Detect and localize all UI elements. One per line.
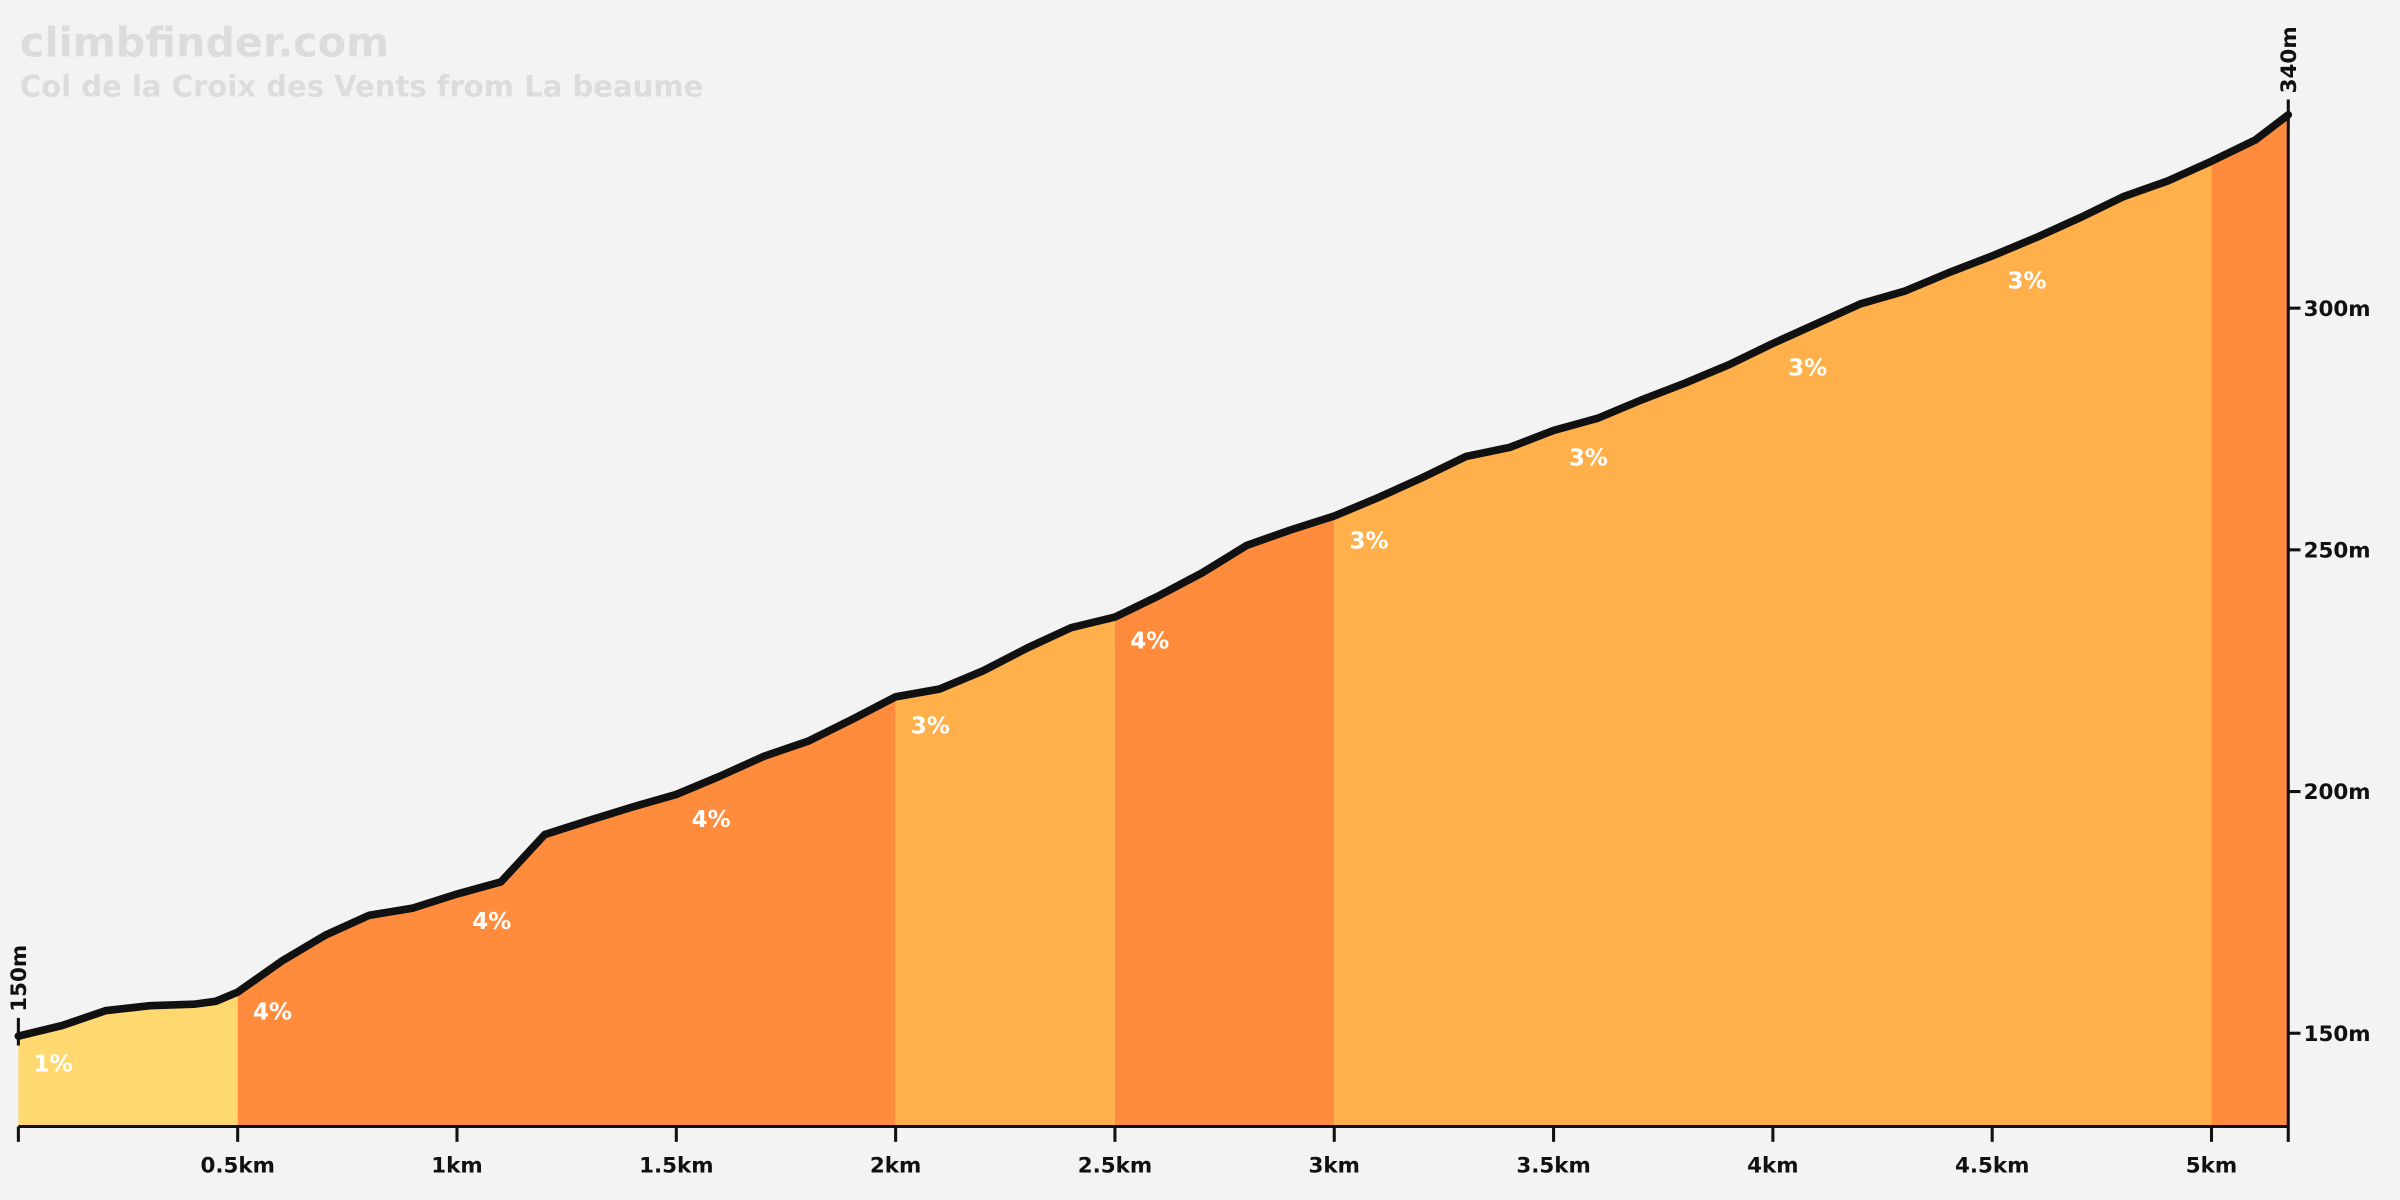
x-tick-label: 4km [1747,1153,1798,1178]
elevation-line [14,110,2293,1040]
start-label: 150m [7,945,32,1012]
gradient-segment [2211,114,2289,1127]
x-tick-label: 3.5km [1516,1153,1590,1178]
climb-subtitle: Col de la Croix des Vents from La beaume [20,69,703,103]
gradient-segment [895,617,1115,1127]
grade-label: 3% [1569,445,1608,471]
end-label: 340m [2277,26,2302,93]
grade-label: 4% [253,1000,292,1026]
x-tick-label: 2.5km [1078,1153,1152,1178]
x-tick-label: 3km [1309,1153,1360,1178]
gradient-segment [1114,516,1335,1127]
y-tick-label: 200m [2304,780,2371,805]
site-title: climbfinder.com [20,19,389,67]
x-tick-label: 1.5km [639,1153,713,1178]
grade-label: 4% [472,909,511,935]
grade-label: 3% [2007,268,2046,294]
grade-label: 3% [1350,528,1389,554]
grade-label: 3% [911,713,950,739]
y-tick-label: 250m [2304,538,2371,563]
grade-label: 4% [692,807,731,833]
grade-label: 3% [1788,355,1827,381]
x-tick-label: 0.5km [200,1153,274,1178]
x-tick-label: 5km [2186,1153,2237,1178]
x-tick-label: 2km [870,1153,921,1178]
y-tick-label: 150m [2304,1022,2371,1047]
y-tick-label: 300m [2304,297,2371,322]
grade-label: 4% [1130,628,1169,654]
x-tick-label: 4.5km [1955,1153,2029,1178]
gradient-segment [1334,161,2212,1127]
grade-label: 1% [34,1052,73,1078]
x-tick-label: 1km [431,1153,482,1178]
gradient-segment [237,696,896,1127]
